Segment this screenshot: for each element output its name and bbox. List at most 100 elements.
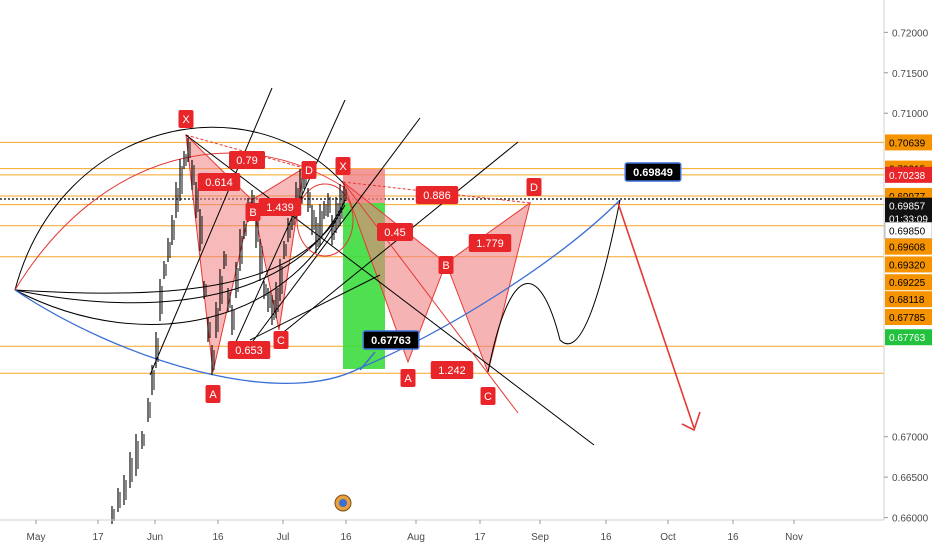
price-badge-label: 0.69850 [889,226,926,237]
event-marker-icon[interactable] [334,494,352,512]
pattern-label: 0.886 [423,190,451,202]
pattern-label: X [182,114,190,126]
red-arc [14,152,346,291]
drawing-curves [14,87,621,446]
price-badge-label: 0.67763 [889,333,926,344]
diagonal-line [185,134,595,446]
pattern-label-box [362,330,420,350]
x-tick-label: 16 [600,532,612,543]
x-tick-label: 16 [340,532,352,543]
projection-arrow [617,202,701,432]
pattern-label: B [249,207,256,219]
y-tick-label: 0.66000 [892,514,929,525]
price-badge [885,274,932,291]
consolidation-ellipse [296,183,354,257]
pattern-label-box [197,173,241,191]
x-tick-label: Sep [531,532,549,543]
price-badge [885,329,932,346]
price-badge-label: 0.68118 [889,295,925,306]
price-axis-ticks: 0.72000 0.71500 0.71000 0.67000 0.66500 0.660… [884,28,929,525]
price-badge [885,309,932,326]
price-badge-label: 01:33:09 [889,214,928,225]
x-tick-label: 17 [474,532,486,543]
price-badges: 0.706390.703150.702380.699770.698700.698… [884,134,932,346]
price-badge [885,238,932,255]
pattern-label-box [227,341,271,359]
pattern-label: D [305,165,313,177]
blue-curve [14,199,621,385]
x-tick-label: May [27,532,46,543]
pattern-label: 0.69849 [633,167,673,179]
pattern-label-box [178,110,194,128]
price-badge [885,197,932,214]
pattern-label: 0.45 [384,227,405,239]
time-axis-ticks: May 17 Jun 16 Jul 16 Aug 17 Sep 16 Oct 16 Nov [27,520,803,543]
price-badge-label: 0.69857 [889,202,926,213]
price-badge-label: 0.69320 [889,260,926,271]
pattern-xab-triangle [185,133,253,373]
pattern-label: A [404,373,412,385]
x-tick-label: Jun [147,532,163,543]
y-tick-label: 0.72000 [892,28,929,39]
x-tick-label: Aug [407,532,425,543]
y-tick-label: 0.67000 [892,433,929,444]
pattern-label: X [339,161,347,173]
pattern-label-box [415,186,459,204]
x-tick-label: Oct [660,532,676,543]
x-tick-label: Jul [277,532,290,543]
inner-black-arc [14,204,346,294]
price-badge-label: 0.70639 [889,138,926,149]
pattern-label-box [526,178,542,196]
y-tick-label: 0.71000 [892,109,929,120]
pattern-label-box [468,234,512,252]
x-tick-label: 17 [92,532,104,543]
outer-black-arc [14,126,346,291]
fan-line-5 [249,274,381,341]
pattern-label-box [480,387,496,405]
pattern-label-box [335,157,351,175]
pointer-line [359,351,376,371]
pattern-label: 1.779 [476,238,504,250]
price-badge [885,256,932,273]
pattern-label: C [484,391,492,403]
y-tick-label: 0.66500 [892,473,929,484]
pattern-label: 0.79 [236,155,257,167]
pattern-label-box [273,331,289,349]
pattern-label-box [624,162,682,182]
price-badge [885,291,932,308]
y-tick-label: 0.71500 [892,69,929,80]
pattern-label: 1.242 [438,365,466,377]
pattern-label-box [205,385,221,403]
price-badge-label: 0.69225 [889,278,926,289]
pattern-label: D [530,182,538,194]
pattern-label: 1.439 [266,202,294,214]
red-diagonal [342,181,519,414]
pattern-label-box [377,223,413,241]
lower-black-arc [14,199,346,325]
price-badge [885,166,932,183]
price-badge [885,134,932,151]
fan-line-1 [149,87,273,376]
pattern2-xd-line [342,181,531,204]
pattern-label-box [400,369,416,387]
price-badge-label: 0.69608 [889,243,926,254]
pattern-label-box [245,203,261,221]
pattern-label: C [277,335,285,347]
price-badge-label: 0.70238 [889,171,926,182]
pattern-label-box [301,161,317,179]
pattern-label: 0.653 [235,345,263,357]
pattern2-xab-triangle [341,180,447,364]
pattern-label: B [442,260,449,272]
pattern-label-box [258,198,302,216]
price-badge-label: 0.67785 [889,313,926,324]
x-tick-label: Nov [785,532,803,543]
x-tick-label: 16 [727,532,739,543]
pattern-label-box [229,151,265,169]
x-tick-label: 16 [212,532,224,543]
pattern-label: 0.67763 [371,335,411,347]
pattern-label: A [209,389,217,401]
pattern-label: 0.614 [205,177,233,189]
pattern-label-box [438,256,454,274]
price-badge [884,221,932,239]
